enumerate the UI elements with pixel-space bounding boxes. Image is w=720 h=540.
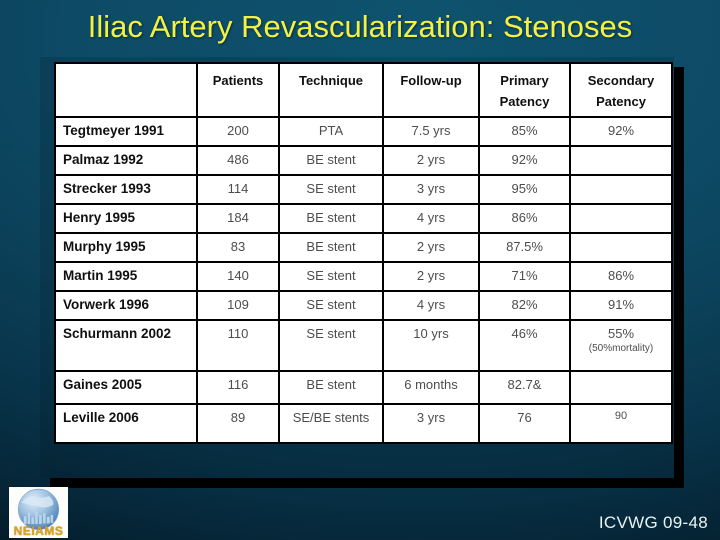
cell-primary: 85% [478,116,571,147]
table-row: Strecker 1993 114 SE stent 3 yrs 95% [54,174,673,205]
column-header-patients: Patients [196,62,280,118]
cell-patients: 200 [196,116,280,147]
cell-primary: 46% [478,319,571,372]
logo-text: NEIAMS [13,524,64,538]
table-row: Leville 2006 89 SE/BE stents 3 yrs 76 90 [54,403,673,444]
cell-followup: 4 yrs [382,290,480,321]
secondary-value: 55% [607,326,635,341]
cell-followup: 3 yrs [382,174,480,205]
table-row: Palmaz 1992 486 BE stent 2 yrs 92% [54,145,673,176]
cell-patients: 83 [196,232,280,263]
cell-study: Tegtmeyer 1991 [54,116,198,147]
cell-patients: 110 [196,319,280,372]
table-row: Martin 1995 140 SE stent 2 yrs 71% 86% [54,261,673,292]
cell-study: Gaines 2005 [54,370,198,405]
cell-followup: 2 yrs [382,145,480,176]
cell-technique: BE stent [278,232,384,263]
column-header-secondary: Secondary Patency [569,62,673,118]
header-row: Patients Technique Follow-up Primary Pat… [54,62,673,118]
cell-patients: 184 [196,203,280,234]
cell-technique: SE stent [278,290,384,321]
cell-secondary: 90 [569,403,673,444]
cell-secondary [569,174,673,205]
cell-primary: 82% [478,290,571,321]
cell-patients: 114 [196,174,280,205]
cell-patients: 116 [196,370,280,405]
cell-study: Palmaz 1992 [54,145,198,176]
cell-primary: 71% [478,261,571,292]
cell-secondary: 55% (50%mortality) [569,319,673,372]
column-header-study [54,62,198,118]
cell-secondary [569,370,673,405]
cell-primary: 95% [478,174,571,205]
mortality-note: (50%mortality) [588,343,654,354]
cell-primary: 86% [478,203,571,234]
column-header-primary: Primary Patency [478,62,571,118]
cell-patients: 89 [196,403,280,444]
table-body: Tegtmeyer 1991 200 PTA 7.5 yrs 85% 92% P… [54,116,673,444]
table-row: Schurmann 2002 110 SE stent 10 yrs 46% 5… [54,319,673,372]
cell-study: Murphy 1995 [54,232,198,263]
cell-study: Strecker 1993 [54,174,198,205]
cell-technique: BE stent [278,145,384,176]
cell-primary: 82.7& [478,370,571,405]
table-row: Murphy 1995 83 BE stent 2 yrs 87.5% [54,232,673,263]
cell-study: Leville 2006 [54,403,198,444]
results-table: Patients Technique Follow-up Primary Pat… [54,62,673,444]
table-row: Vorwerk 1996 109 SE stent 4 yrs 82% 91% [54,290,673,321]
cell-secondary: 92% [569,116,673,147]
cell-followup: 7.5 yrs [382,116,480,147]
cell-secondary [569,232,673,263]
cell-secondary: 86% [569,261,673,292]
cell-followup: 2 yrs [382,232,480,263]
cell-technique: BE stent [278,370,384,405]
cell-patients: 486 [196,145,280,176]
cell-primary: 92% [478,145,571,176]
cell-technique: PTA [278,116,384,147]
cell-technique: SE stent [278,261,384,292]
cell-followup: 10 yrs [382,319,480,372]
cell-technique: BE stent [278,203,384,234]
slide-code: ICVWG 09-48 [598,513,708,532]
table-row: Gaines 2005 116 BE stent 6 months 82.7& [54,370,673,405]
cell-patients: 109 [196,290,280,321]
content-panel: Patients Technique Follow-up Primary Pat… [40,57,674,478]
table-row: Henry 1995 184 BE stent 4 yrs 86% [54,203,673,234]
cell-secondary [569,145,673,176]
cell-secondary: 91% [569,290,673,321]
cell-technique: SE stent [278,319,384,372]
neiams-logo: NEIAMS [9,487,68,538]
cell-technique: SE/BE stents [278,403,384,444]
cell-study: Henry 1995 [54,203,198,234]
column-header-followup: Follow-up [382,62,480,118]
cell-study: Martin 1995 [54,261,198,292]
cell-followup: 4 yrs [382,203,480,234]
cell-followup: 6 months [382,370,480,405]
cell-primary: 87.5% [478,232,571,263]
cell-study: Vorwerk 1996 [54,290,198,321]
column-header-technique: Technique [278,62,384,118]
cell-technique: SE stent [278,174,384,205]
cell-study: Schurmann 2002 [54,319,198,372]
cell-followup: 3 yrs [382,403,480,444]
page-title: Iliac Artery Revascularization: Stenoses [87,9,633,44]
cell-primary: 76 [478,403,571,444]
globe-icon [16,488,61,538]
table-header: Patients Technique Follow-up Primary Pat… [54,62,673,118]
cell-followup: 2 yrs [382,261,480,292]
table-row: Tegtmeyer 1991 200 PTA 7.5 yrs 85% 92% [54,116,673,147]
cell-patients: 140 [196,261,280,292]
cell-secondary [569,203,673,234]
